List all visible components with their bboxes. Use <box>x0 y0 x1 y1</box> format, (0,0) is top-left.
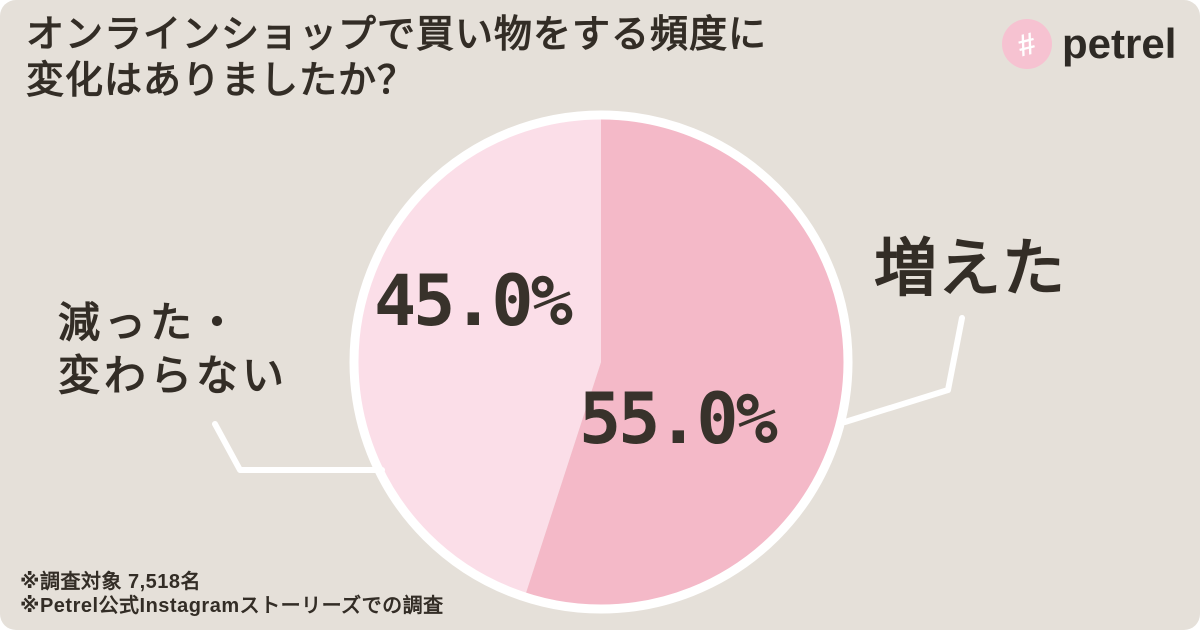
pie-outer-ring <box>349 110 853 614</box>
footnote-survey-method: ※Petrel公式Instagramストーリーズでの調査 <box>20 595 444 617</box>
title-line-2: 変化はありましたか？ <box>26 60 417 102</box>
logo-circle: # <box>1002 19 1052 69</box>
logo-wordmark: petrel <box>1062 20 1177 67</box>
slice-label-increased: 増えた <box>874 234 1066 304</box>
pct-label-decreased: 45.0% <box>374 260 573 342</box>
title-line-1: オンラインショップで買い物をする頻度に <box>26 14 768 56</box>
petrel-logo: # petrel <box>1002 19 1176 69</box>
pct-label-increased: 55.0% <box>579 378 778 460</box>
pie-slice-0 <box>525 119 844 605</box>
slice-label-decreased-line-1: 減った・ <box>58 299 243 346</box>
slice-label-decreased-line-2: 変わらない <box>58 352 289 399</box>
footnotes: ※調査対象 7,518名 ※Petrel公式Instagramストーリーズでの調… <box>20 570 444 618</box>
footnote-sample-size: ※調査対象 7,518名 <box>20 571 202 593</box>
slice-label-decreased: 減った・ 変わらない <box>58 296 288 402</box>
page-title: オンラインショップで買い物をする頻度に 変化はありましたか？ <box>26 12 767 104</box>
leader-line-increased <box>842 315 965 425</box>
leader-line-decreased <box>212 421 385 473</box>
pie-slice-1 <box>357 119 601 594</box>
